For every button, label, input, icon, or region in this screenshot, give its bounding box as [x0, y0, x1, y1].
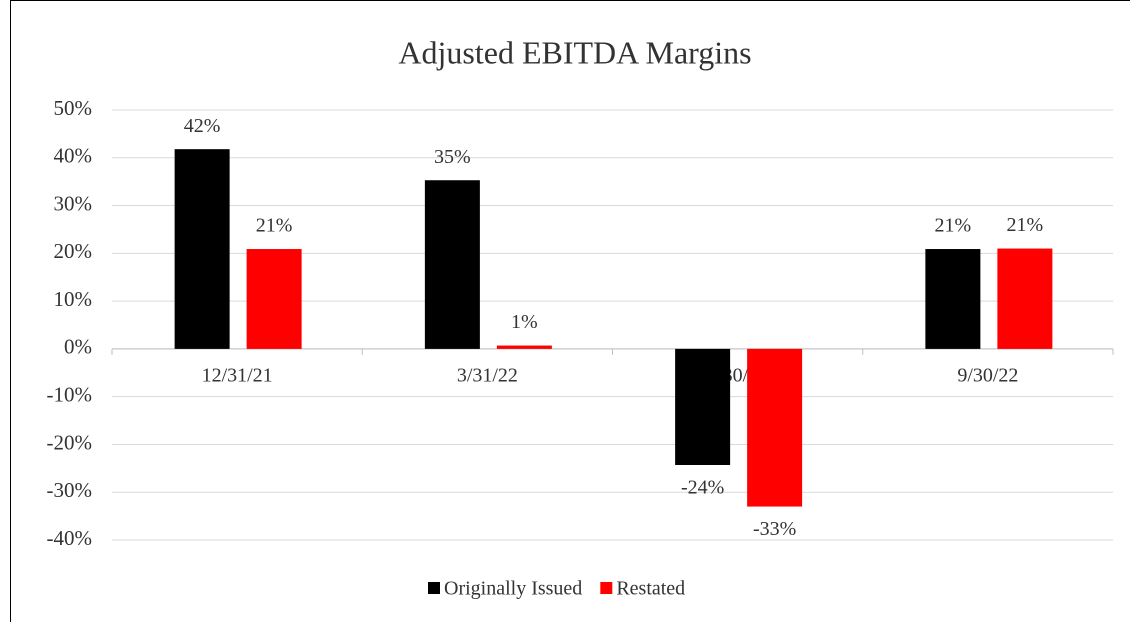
y-tick-label: -10% [47, 382, 93, 406]
data-label: 21% [256, 215, 293, 237]
x-tick-label: 3/31/22 [457, 364, 518, 386]
chart-title: Adjusted EBITDA Margins [398, 34, 751, 70]
data-label: 42% [184, 115, 221, 137]
legend-label: Originally Issued [444, 578, 582, 600]
bar [747, 348, 803, 507]
bar [174, 149, 230, 349]
bar [997, 248, 1053, 349]
data-label: 21% [935, 215, 972, 237]
legend-label: Restated [616, 578, 685, 600]
bar [496, 345, 552, 349]
bar [925, 249, 981, 349]
y-tick-label: 30% [54, 191, 93, 215]
x-tick-label: 12/31/21 [202, 364, 273, 386]
legend-swatch [428, 582, 440, 594]
bar [246, 249, 302, 349]
y-tick-label: -40% [47, 526, 93, 550]
y-tick-label: -20% [47, 430, 93, 454]
bar [424, 180, 480, 349]
y-tick-label: -30% [47, 478, 93, 502]
y-tick-label: 40% [54, 144, 93, 168]
data-label: 1% [511, 311, 538, 333]
data-label: 21% [1007, 214, 1044, 236]
y-tick-label: 0% [64, 335, 92, 359]
data-label: -33% [753, 518, 796, 540]
y-tick-label: 10% [54, 287, 93, 311]
x-tick-label: 9/30/22 [957, 364, 1018, 386]
data-label: 35% [434, 146, 471, 168]
data-label: -24% [681, 477, 724, 499]
bar [675, 348, 731, 465]
y-tick-label: 20% [54, 239, 93, 263]
legend-swatch [600, 582, 613, 594]
y-tick-label: 50% [54, 96, 93, 120]
